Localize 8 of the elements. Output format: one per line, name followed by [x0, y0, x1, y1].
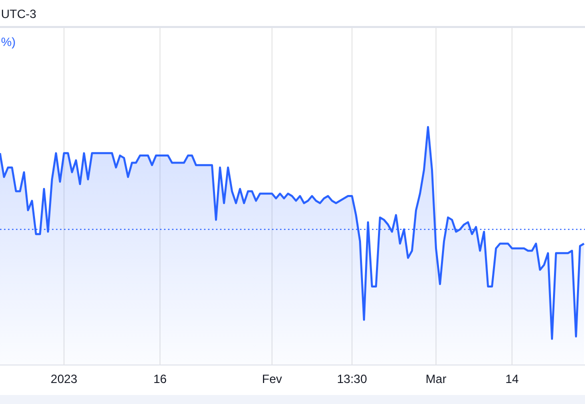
x-tick-label: Fev [262, 372, 282, 386]
text: %) [1, 35, 16, 49]
text: UTC-3 [1, 7, 37, 21]
x-tick-label: 14 [505, 372, 519, 386]
x-tick-label: 2023 [50, 372, 78, 386]
x-tick-label: 13:30 [336, 372, 368, 386]
x-tick-label: Mar [426, 372, 446, 386]
x-tick-label: 16 [153, 372, 167, 386]
